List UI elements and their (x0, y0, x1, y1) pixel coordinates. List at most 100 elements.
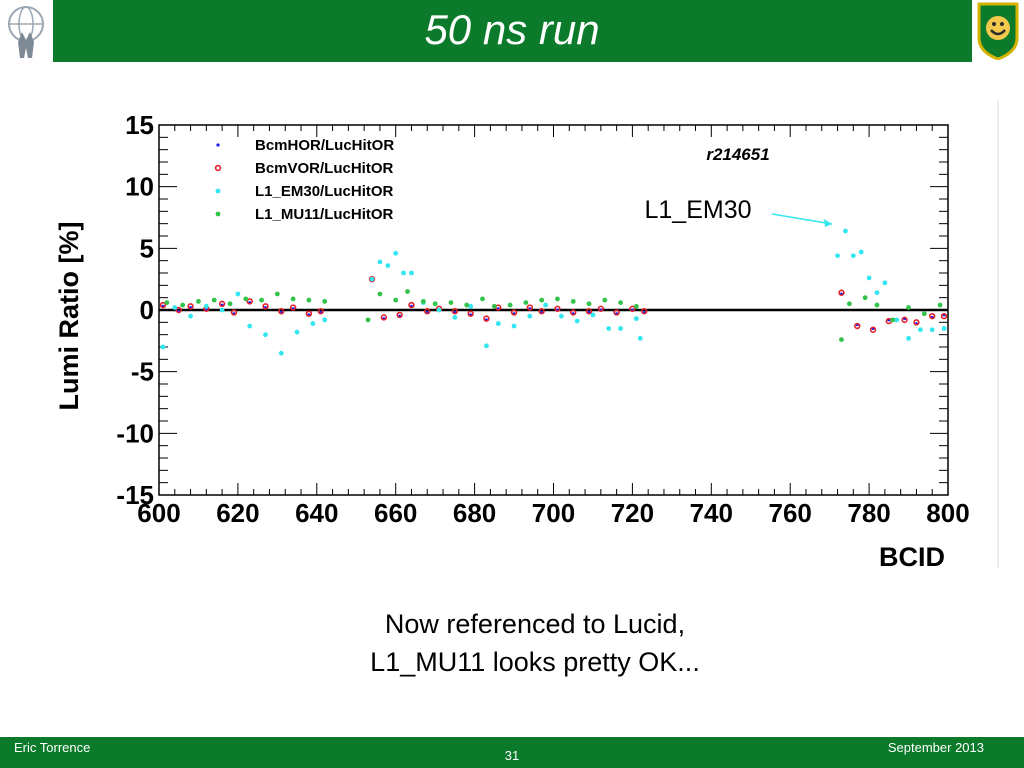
data-point-mu11 (405, 289, 410, 294)
data-point-mu11 (322, 298, 328, 304)
data-point-mu11 (377, 291, 383, 297)
em30-annotation-arrow (771, 213, 833, 225)
y-tick-label: 15 (125, 110, 154, 140)
data-point-bcmvor (585, 308, 593, 315)
data-point-em30 (874, 290, 880, 296)
data-point-em30 (929, 327, 935, 333)
data-point-bcmvor (278, 308, 285, 315)
data-point-em30 (866, 275, 872, 281)
data-point-bcmvor (940, 312, 948, 320)
data-point-mu11 (846, 301, 852, 307)
data-point-mu11 (921, 311, 927, 317)
data-point-mu11 (507, 302, 513, 308)
x-tick-label: 620 (216, 498, 259, 528)
data-point-em30 (894, 317, 900, 323)
x-tick-label: 760 (769, 498, 812, 528)
slide-caption: Now referenced to Lucid, L1_MU11 looks p… (0, 605, 1024, 681)
data-point-em30 (882, 280, 888, 286)
data-point-mu11 (196, 298, 201, 304)
data-point-em30 (858, 249, 864, 255)
data-point-mu11 (227, 301, 233, 307)
x-tick-label: 700 (532, 498, 575, 528)
data-point-bcmvor (483, 315, 490, 322)
data-point-em30 (558, 313, 564, 319)
data-point-em30 (263, 332, 268, 338)
data-point-bcmvor (187, 303, 194, 310)
data-point-bcmvor (218, 300, 226, 308)
data-point-mu11 (839, 337, 844, 342)
data-point-mu11 (633, 303, 639, 309)
data-point-em30 (606, 326, 612, 331)
data-point-mu11 (211, 297, 217, 303)
lumi-ratio-chart: 600 620 640 660 680 700 720 740 760 780 800 15 10 5 0 -… (0, 98, 1000, 568)
data-point-bcmvor (246, 298, 253, 305)
x-tick-label: 680 (453, 498, 496, 528)
footer-author: Eric Torrence (14, 740, 91, 755)
data-point-em30 (203, 303, 209, 309)
data-point-bcmvor (262, 303, 269, 310)
data-point-bcmvor (570, 309, 577, 316)
data-point-bcmvor (289, 304, 297, 311)
data-point-bcmvor (554, 305, 561, 312)
data-point-em30 (385, 263, 391, 268)
title-band (53, 0, 972, 62)
data-point-mu11 (937, 302, 943, 308)
slide-title: 50 ns run (424, 6, 600, 53)
x-tick-label: 600 (137, 498, 180, 528)
data-point-bcmvor (538, 308, 545, 315)
data-point-em30 (527, 313, 533, 319)
data-point-mu11 (420, 298, 426, 304)
data-point-bcmvor (175, 306, 182, 314)
data-point-em30 (409, 270, 414, 276)
legend-entry: L1_MU11/LucHitOR (255, 206, 394, 223)
data-point-em30 (511, 323, 517, 329)
data-point-mu11 (874, 302, 880, 308)
data-point-em30 (310, 321, 316, 326)
em30-annotation-arrowhead (824, 219, 832, 227)
data-point-mu11 (393, 297, 399, 303)
data-point-mu11 (432, 301, 438, 307)
x-tick-label: 660 (374, 498, 417, 528)
data-point-bcmvor (396, 311, 403, 319)
y-tick-label: 10 (125, 172, 154, 202)
data-point-mu11 (180, 302, 186, 308)
y-tick-label: 0 (140, 295, 154, 325)
data-point-bcmvor (597, 305, 605, 312)
y-tick-label: -5 (131, 357, 154, 387)
data-point-mu11 (570, 298, 576, 304)
caption-line-2: L1_MU11 looks pretty OK... (370, 647, 700, 677)
data-point-em30 (436, 307, 442, 313)
x-tick-label: 640 (295, 498, 338, 528)
x-axis-label: BCID (879, 542, 945, 568)
data-point-em30 (495, 321, 501, 326)
data-point-em30 (618, 326, 623, 331)
x-tick-label: 740 (690, 498, 733, 528)
legend-entry: L1_EM30/LucHitOR (255, 183, 394, 200)
chart-title: r214651 (706, 145, 769, 164)
data-point-mu11 (523, 300, 529, 305)
data-point-bcmvor (424, 308, 431, 315)
data-point-em30 (172, 305, 178, 310)
data-point-mu11 (259, 297, 264, 303)
data-point-em30 (906, 335, 911, 341)
data-point-bcmvor (629, 305, 636, 312)
data-point-mu11 (164, 300, 170, 305)
y-tick-label: -10 (116, 418, 154, 448)
data-point-bcmvor (613, 309, 620, 316)
data-point-em30 (219, 307, 225, 313)
data-point-bcmvor (380, 314, 388, 321)
data-point-mu11 (274, 291, 280, 297)
legend-entry: BcmHOR/LucHitOR (255, 137, 394, 154)
title-bar: 50 ns run (0, 0, 1024, 62)
data-point-mu11 (862, 295, 868, 301)
data-point-bcmvor (451, 308, 459, 315)
data-point-mu11 (555, 296, 560, 302)
data-point-em30 (160, 344, 166, 350)
data-point-mu11 (906, 305, 911, 310)
data-point-em30 (633, 316, 639, 322)
data-point-em30 (917, 327, 923, 333)
data-point-em30 (247, 323, 253, 329)
legend-marker (216, 143, 220, 147)
points-group (159, 228, 948, 356)
data-point-bcmvor (317, 308, 324, 315)
